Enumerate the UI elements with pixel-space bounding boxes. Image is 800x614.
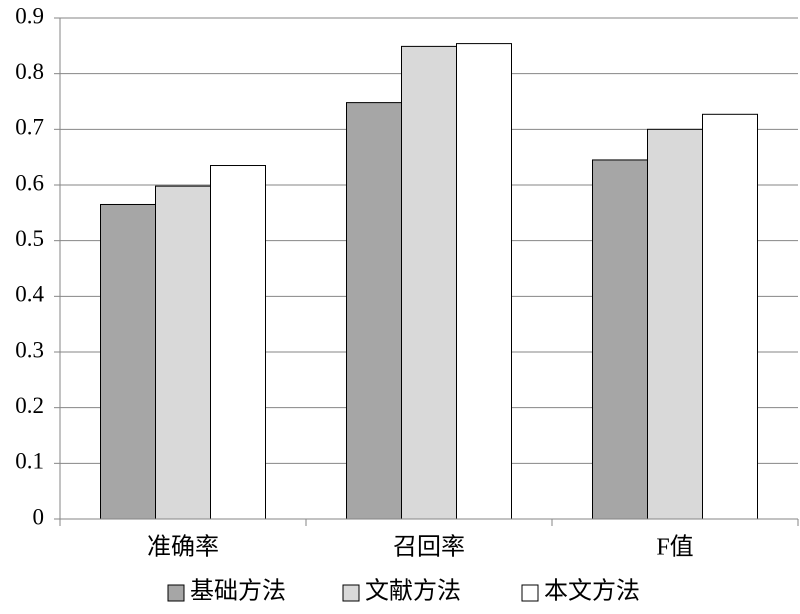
legend-label: 基础方法 — [190, 578, 286, 605]
x-tick-label: 准确率 — [147, 534, 219, 561]
y-tick-label: 0.8 — [15, 59, 44, 84]
y-tick-label: 0.5 — [15, 226, 44, 251]
y-tick-label: 0.9 — [15, 3, 44, 28]
legend-label: 文献方法 — [365, 578, 461, 605]
y-tick-label: 0.1 — [15, 449, 44, 474]
y-tick-label: 0 — [33, 504, 45, 529]
y-tick-label: 0.4 — [15, 282, 44, 307]
x-tick-label: 召回率 — [393, 534, 465, 561]
y-tick-label: 0.3 — [15, 337, 44, 362]
y-tick-label: 0.2 — [15, 393, 44, 418]
y-tick-label: 0.7 — [15, 115, 44, 140]
legend-swatch — [342, 584, 360, 602]
bar — [456, 43, 512, 520]
bar — [100, 203, 156, 520]
bar — [592, 159, 648, 520]
bar — [647, 128, 703, 520]
legend-label: 本文方法 — [544, 578, 640, 605]
bar — [401, 45, 457, 520]
legend-swatch — [167, 584, 185, 602]
y-tick-label: 0.6 — [15, 170, 44, 195]
legend-swatch — [521, 584, 539, 602]
bar — [346, 102, 402, 520]
bar — [210, 165, 266, 520]
bar — [702, 113, 758, 520]
bar — [155, 185, 211, 520]
x-tick-label: F值 — [656, 534, 693, 561]
